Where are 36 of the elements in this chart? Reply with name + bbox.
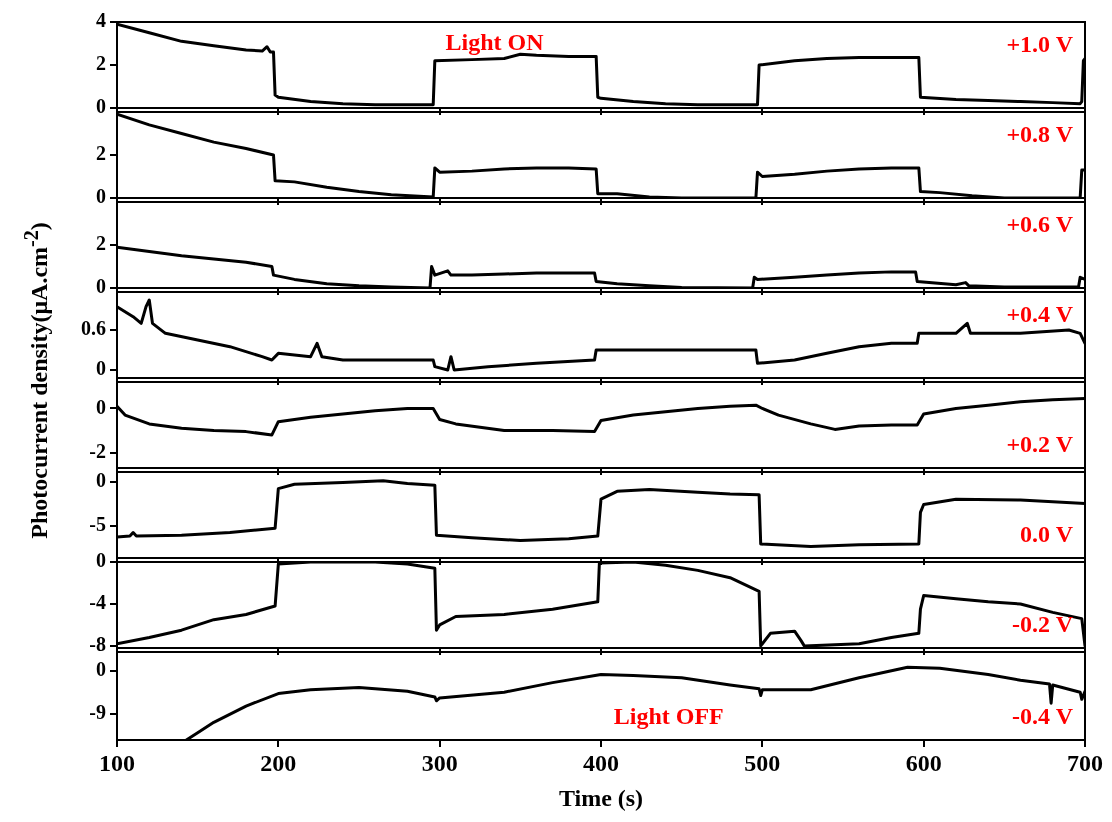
- y-tick-label: 2: [96, 142, 106, 165]
- y-tick-label: 0: [96, 185, 106, 208]
- y-tick-label: 2: [96, 232, 106, 255]
- annotation: +0.2 V: [1006, 431, 1074, 458]
- annotation: +0.6 V: [1006, 211, 1074, 238]
- y-tick-label: 0: [96, 95, 106, 118]
- y-tick-label: -9: [89, 700, 106, 723]
- y-tick-label: 0: [96, 357, 106, 380]
- x-tick-label: 200: [260, 749, 297, 776]
- annotation: +0.8 V: [1006, 121, 1074, 148]
- y-tick-label: 4: [96, 9, 106, 32]
- y-tick-label: -5: [89, 512, 106, 535]
- y-tick-label: 0: [96, 395, 106, 418]
- x-tick-label: 100: [99, 749, 135, 776]
- x-tick-label: 700: [1067, 749, 1103, 776]
- y-tick-label: 0.6: [81, 317, 106, 340]
- y-tick-label: 2: [96, 52, 106, 75]
- annotation: Light OFF: [613, 703, 724, 730]
- annotation: 0.0 V: [1020, 521, 1074, 548]
- annotation: -0.4 V: [1012, 703, 1074, 730]
- x-tick-label: 300: [421, 749, 458, 776]
- x-tick-label: 400: [583, 749, 619, 776]
- annotation: +0.4 V: [1006, 301, 1074, 328]
- x-tick-label: 500: [744, 749, 781, 776]
- y-tick-label: -8: [89, 633, 106, 656]
- x-axis-title: Time (s): [558, 784, 644, 811]
- x-tick-label: 600: [905, 749, 942, 776]
- annotation: +1.0 V: [1006, 31, 1074, 58]
- y-tick-label: 0: [96, 468, 106, 491]
- annotation: Light ON: [445, 29, 545, 56]
- annotation: -0.2 V: [1012, 611, 1074, 638]
- y-tick-label: 0: [96, 549, 106, 572]
- y-tick-label: 0: [96, 657, 106, 680]
- y-tick-label: -4: [89, 591, 106, 614]
- y-tick-label: 0: [96, 275, 106, 298]
- y-tick-label: -2: [89, 439, 106, 462]
